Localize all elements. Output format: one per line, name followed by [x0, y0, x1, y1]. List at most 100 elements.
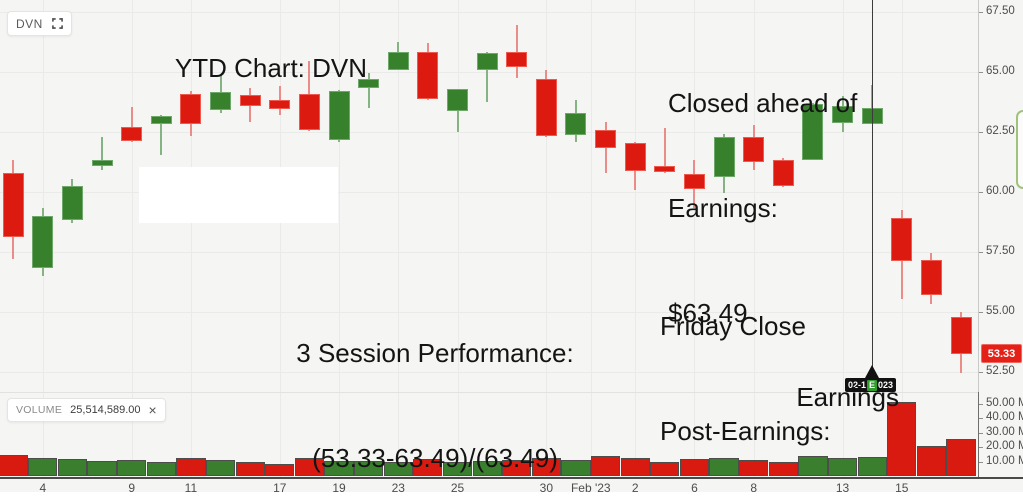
volume-bar[interactable]: [857, 456, 887, 476]
time-tick-label: 9: [128, 481, 136, 495]
volume-legend[interactable]: VOLUME 25,514,589.00 ×: [7, 398, 166, 422]
price-tick: [979, 132, 983, 133]
candle[interactable]: [802, 104, 824, 161]
candle[interactable]: [298, 93, 320, 131]
annotation-performance[interactable]: 3 Session Performance: (53.33-63.49)/(63…: [270, 266, 600, 496]
candle[interactable]: [387, 51, 409, 71]
volume-bar[interactable]: [324, 461, 354, 476]
annotation-title[interactable]: YTD Chart: DVN: [174, 53, 368, 83]
candle[interactable]: [565, 112, 587, 136]
candle[interactable]: [210, 92, 232, 110]
volume-bar[interactable]: [442, 462, 473, 476]
earnings-date-badge[interactable]: 02-1 E 023: [845, 378, 897, 392]
close-icon[interactable]: ×: [148, 402, 157, 418]
volume-bar[interactable]: [679, 459, 710, 476]
volume-tick-label: 10.00 M: [986, 454, 1023, 467]
volume-bar[interactable]: [294, 458, 324, 476]
price-gridline: [0, 372, 978, 373]
volume-bar[interactable]: [591, 456, 621, 476]
whiteout-annotation-box[interactable]: [139, 167, 338, 223]
price-tick: [979, 372, 983, 373]
last-price-badge: 53.33: [981, 344, 1022, 363]
candle[interactable]: [239, 94, 261, 107]
volume-bar[interactable]: [916, 446, 946, 476]
volume-bar[interactable]: [887, 401, 917, 476]
volume-axis-border: [978, 392, 979, 477]
candle[interactable]: [713, 136, 735, 178]
volume-tick-label: 20.00 M: [986, 440, 1023, 453]
candle[interactable]: [328, 91, 350, 140]
fullscreen-icon[interactable]: [51, 18, 63, 29]
volume-bar[interactable]: [798, 456, 828, 476]
volume-bar[interactable]: [57, 459, 88, 476]
candle[interactable]: [180, 93, 202, 125]
price-tick-label: 62.50: [986, 125, 1015, 137]
volume-bar[interactable]: [0, 455, 28, 476]
annotation-friday-close[interactable]: Friday Close Post-Earnings: $53.33: [660, 239, 831, 496]
volume-bar[interactable]: [620, 457, 650, 476]
candle[interactable]: [535, 79, 557, 137]
volume-bar[interactable]: [413, 459, 443, 476]
candle[interactable]: [476, 52, 498, 71]
candle[interactable]: [654, 165, 676, 173]
candle[interactable]: [624, 142, 646, 172]
candle[interactable]: [61, 186, 83, 221]
volume-bar[interactable]: [205, 460, 236, 476]
time-gridline: [546, 0, 547, 477]
candle[interactable]: [417, 51, 439, 100]
volume-bar[interactable]: [650, 461, 680, 476]
volume-bar[interactable]: [235, 462, 265, 476]
volume-bar[interactable]: [739, 459, 769, 476]
volume-bar[interactable]: [827, 458, 858, 476]
candle[interactable]: [150, 116, 172, 125]
annotation-earnings-label[interactable]: Earnings: [796, 382, 899, 412]
price-gridline: [0, 72, 978, 73]
candle[interactable]: [772, 159, 794, 186]
volume-bar[interactable]: [531, 458, 561, 476]
price-tick: [979, 72, 983, 73]
price-tick: [979, 12, 983, 13]
candle[interactable]: [832, 105, 854, 124]
volume-bar[interactable]: [265, 464, 295, 476]
volume-bar[interactable]: [28, 458, 58, 476]
candle[interactable]: [447, 88, 468, 112]
time-gridline: [843, 0, 844, 477]
candle[interactable]: [2, 172, 24, 238]
annotation-line: (53.33-63.49)/(63.49): [312, 443, 558, 473]
volume-bar[interactable]: [383, 462, 413, 476]
volume-bar[interactable]: [561, 460, 591, 476]
price-tick-label: 55.00: [986, 305, 1015, 317]
candle[interactable]: [358, 79, 380, 89]
earnings-event-line[interactable]: [872, 0, 873, 377]
candle[interactable]: [950, 316, 972, 355]
volume-bar[interactable]: [354, 461, 384, 476]
volume-bar[interactable]: [117, 460, 147, 476]
volume-tick: [979, 447, 983, 449]
volume-bar[interactable]: [87, 461, 117, 476]
candle[interactable]: [121, 127, 143, 142]
price-tick-label: 52.50: [986, 365, 1015, 377]
time-tick-label: 17: [273, 481, 287, 495]
candle[interactable]: [595, 129, 617, 149]
volume-bar[interactable]: [768, 462, 798, 476]
candle[interactable]: [91, 159, 113, 167]
volume-bar[interactable]: [472, 461, 502, 476]
candle[interactable]: [32, 216, 54, 269]
candle[interactable]: [743, 136, 765, 162]
candle[interactable]: [920, 260, 942, 295]
price-gridline: [0, 312, 978, 313]
volume-bar[interactable]: [946, 439, 976, 476]
volume-bar[interactable]: [146, 462, 176, 476]
candle[interactable]: [269, 99, 291, 109]
annotation-closed-ahead[interactable]: Closed ahead of Earnings: $63.49: [668, 16, 857, 401]
candle[interactable]: [683, 174, 705, 190]
candle[interactable]: [506, 51, 528, 67]
volume-bar[interactable]: [502, 460, 532, 476]
candle-wick: [515, 25, 518, 78]
candle[interactable]: [891, 218, 913, 262]
volume-tick-label: 40.00 M: [986, 411, 1023, 424]
volume-bar[interactable]: [709, 458, 739, 476]
volume-bar[interactable]: [176, 458, 206, 476]
symbol-badge[interactable]: DVN: [7, 11, 72, 36]
